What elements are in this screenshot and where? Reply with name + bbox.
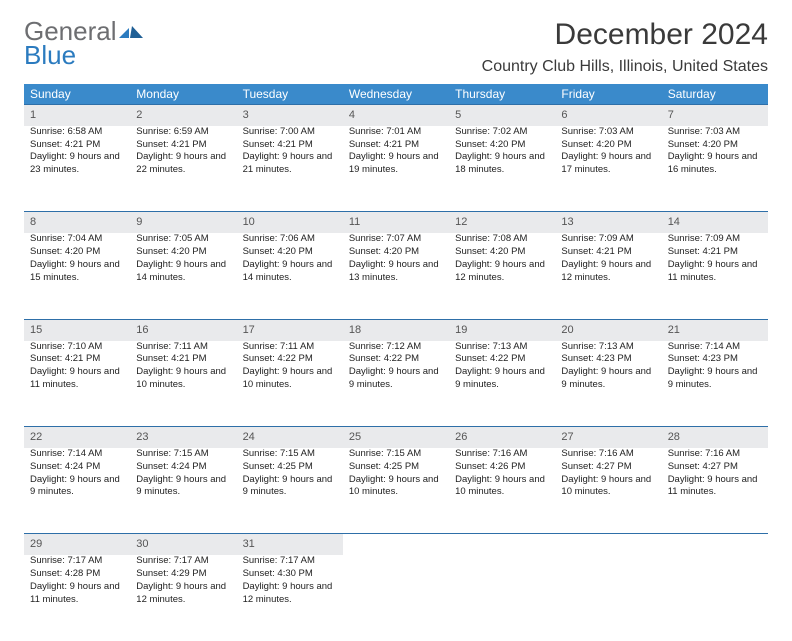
day-cell: Sunrise: 7:16 AMSunset: 4:27 PMDaylight:… — [555, 448, 661, 534]
day-number: 8 — [24, 212, 130, 233]
header: General Blue December 2024 Country Club … — [24, 18, 768, 76]
day-content-row: Sunrise: 6:58 AMSunset: 4:21 PMDaylight:… — [24, 126, 768, 212]
day-number: 12 — [449, 212, 555, 233]
day-cell: Sunrise: 7:11 AMSunset: 4:22 PMDaylight:… — [237, 341, 343, 427]
day-cell: Sunrise: 7:05 AMSunset: 4:20 PMDaylight:… — [130, 233, 236, 319]
day-number: 4 — [343, 105, 449, 126]
weekday-header: Monday — [130, 84, 236, 105]
day-cell: Sunrise: 7:14 AMSunset: 4:23 PMDaylight:… — [662, 341, 768, 427]
day-cell — [662, 555, 768, 641]
day-cell: Sunrise: 7:03 AMSunset: 4:20 PMDaylight:… — [662, 126, 768, 212]
day-cell: Sunrise: 7:03 AMSunset: 4:20 PMDaylight:… — [555, 126, 661, 212]
day-cell: Sunrise: 7:15 AMSunset: 4:25 PMDaylight:… — [343, 448, 449, 534]
day-number: 17 — [237, 319, 343, 340]
day-cell: Sunrise: 6:58 AMSunset: 4:21 PMDaylight:… — [24, 126, 130, 212]
day-cell: Sunrise: 7:00 AMSunset: 4:21 PMDaylight:… — [237, 126, 343, 212]
day-number — [662, 534, 768, 555]
title-block: December 2024 Country Club Hills, Illino… — [482, 18, 768, 76]
day-cell: Sunrise: 7:13 AMSunset: 4:23 PMDaylight:… — [555, 341, 661, 427]
daynum-row: 1234567 — [24, 105, 768, 126]
day-cell: Sunrise: 7:16 AMSunset: 4:26 PMDaylight:… — [449, 448, 555, 534]
day-number: 7 — [662, 105, 768, 126]
day-number: 23 — [130, 427, 236, 448]
location: Country Club Hills, Illinois, United Sta… — [482, 58, 768, 76]
weekday-header: Wednesday — [343, 84, 449, 105]
day-number — [343, 534, 449, 555]
day-cell — [449, 555, 555, 641]
day-cell: Sunrise: 7:15 AMSunset: 4:25 PMDaylight:… — [237, 448, 343, 534]
day-cell: Sunrise: 7:04 AMSunset: 4:20 PMDaylight:… — [24, 233, 130, 319]
day-cell — [343, 555, 449, 641]
weekday-header: Tuesday — [237, 84, 343, 105]
daynum-row: 891011121314 — [24, 212, 768, 233]
day-cell — [555, 555, 661, 641]
day-content-row: Sunrise: 7:14 AMSunset: 4:24 PMDaylight:… — [24, 448, 768, 534]
day-cell: Sunrise: 7:17 AMSunset: 4:28 PMDaylight:… — [24, 555, 130, 641]
day-number: 10 — [237, 212, 343, 233]
logo-word2: Blue — [24, 42, 145, 68]
day-cell: Sunrise: 7:01 AMSunset: 4:21 PMDaylight:… — [343, 126, 449, 212]
day-cell: Sunrise: 7:17 AMSunset: 4:29 PMDaylight:… — [130, 555, 236, 641]
day-cell: Sunrise: 7:16 AMSunset: 4:27 PMDaylight:… — [662, 448, 768, 534]
day-number: 29 — [24, 534, 130, 555]
day-number: 16 — [130, 319, 236, 340]
weekday-header-row: Sunday Monday Tuesday Wednesday Thursday… — [24, 84, 768, 105]
day-cell: Sunrise: 7:09 AMSunset: 4:21 PMDaylight:… — [555, 233, 661, 319]
weekday-header: Saturday — [662, 84, 768, 105]
calendar-table: Sunday Monday Tuesday Wednesday Thursday… — [24, 84, 768, 641]
day-cell: Sunrise: 7:13 AMSunset: 4:22 PMDaylight:… — [449, 341, 555, 427]
day-content-row: Sunrise: 7:10 AMSunset: 4:21 PMDaylight:… — [24, 341, 768, 427]
day-number: 24 — [237, 427, 343, 448]
day-cell: Sunrise: 7:06 AMSunset: 4:20 PMDaylight:… — [237, 233, 343, 319]
day-cell: Sunrise: 7:15 AMSunset: 4:24 PMDaylight:… — [130, 448, 236, 534]
day-cell: Sunrise: 7:10 AMSunset: 4:21 PMDaylight:… — [24, 341, 130, 427]
day-number: 19 — [449, 319, 555, 340]
day-number: 21 — [662, 319, 768, 340]
weekday-header: Thursday — [449, 84, 555, 105]
weekday-header: Sunday — [24, 84, 130, 105]
day-number: 9 — [130, 212, 236, 233]
day-number: 31 — [237, 534, 343, 555]
day-number — [555, 534, 661, 555]
logo-flag-icon — [119, 24, 145, 44]
day-number: 11 — [343, 212, 449, 233]
day-number: 5 — [449, 105, 555, 126]
day-number: 14 — [662, 212, 768, 233]
day-number: 30 — [130, 534, 236, 555]
daynum-row: 15161718192021 — [24, 319, 768, 340]
day-number: 15 — [24, 319, 130, 340]
day-number: 27 — [555, 427, 661, 448]
day-content-row: Sunrise: 7:17 AMSunset: 4:28 PMDaylight:… — [24, 555, 768, 641]
day-number: 25 — [343, 427, 449, 448]
day-number: 6 — [555, 105, 661, 126]
day-cell: Sunrise: 7:11 AMSunset: 4:21 PMDaylight:… — [130, 341, 236, 427]
month-title: December 2024 — [482, 18, 768, 52]
logo: General Blue — [24, 18, 145, 68]
day-cell: Sunrise: 7:14 AMSunset: 4:24 PMDaylight:… — [24, 448, 130, 534]
day-number: 13 — [555, 212, 661, 233]
day-number: 3 — [237, 105, 343, 126]
day-cell: Sunrise: 7:07 AMSunset: 4:20 PMDaylight:… — [343, 233, 449, 319]
day-number: 20 — [555, 319, 661, 340]
day-number: 28 — [662, 427, 768, 448]
weekday-header: Friday — [555, 84, 661, 105]
day-cell: Sunrise: 7:02 AMSunset: 4:20 PMDaylight:… — [449, 126, 555, 212]
day-number: 26 — [449, 427, 555, 448]
day-number: 2 — [130, 105, 236, 126]
day-number: 18 — [343, 319, 449, 340]
day-cell: Sunrise: 7:12 AMSunset: 4:22 PMDaylight:… — [343, 341, 449, 427]
day-number: 1 — [24, 105, 130, 126]
day-content-row: Sunrise: 7:04 AMSunset: 4:20 PMDaylight:… — [24, 233, 768, 319]
day-number — [449, 534, 555, 555]
day-cell: Sunrise: 7:17 AMSunset: 4:30 PMDaylight:… — [237, 555, 343, 641]
day-cell: Sunrise: 6:59 AMSunset: 4:21 PMDaylight:… — [130, 126, 236, 212]
day-number: 22 — [24, 427, 130, 448]
day-cell: Sunrise: 7:09 AMSunset: 4:21 PMDaylight:… — [662, 233, 768, 319]
daynum-row: 293031 — [24, 534, 768, 555]
day-cell: Sunrise: 7:08 AMSunset: 4:20 PMDaylight:… — [449, 233, 555, 319]
daynum-row: 22232425262728 — [24, 427, 768, 448]
